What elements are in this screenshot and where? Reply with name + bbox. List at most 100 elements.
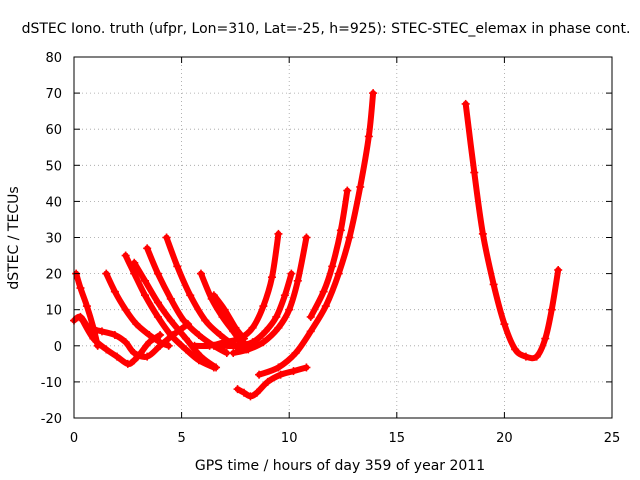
data-point xyxy=(263,377,272,386)
data-point xyxy=(166,294,175,303)
data-point xyxy=(289,367,298,376)
data-point xyxy=(541,334,550,343)
data-point xyxy=(220,305,229,314)
data-point xyxy=(205,341,214,350)
grid xyxy=(74,57,612,418)
series-11 xyxy=(233,363,311,401)
data-point xyxy=(181,345,190,354)
data-point xyxy=(470,168,479,177)
data-point xyxy=(121,305,130,314)
series-17 xyxy=(461,99,563,362)
series-15 xyxy=(255,89,378,379)
x-axis-label: GPS time / hours of day 359 of year 2011 xyxy=(195,458,485,474)
y-tick-label: 10 xyxy=(45,304,62,319)
data-point xyxy=(231,323,240,332)
data-point xyxy=(123,359,132,368)
data-point xyxy=(102,345,111,354)
data-point xyxy=(132,320,141,329)
series-6 xyxy=(130,258,221,372)
series-4 xyxy=(102,269,173,350)
data-point xyxy=(356,182,365,191)
x-tick-label: 10 xyxy=(281,431,298,446)
chart-title: dSTEC Iono. truth (ufpr, Lon=310, Lat=-2… xyxy=(22,21,631,37)
data-point xyxy=(209,291,218,300)
series-13 xyxy=(218,269,296,350)
data-point xyxy=(130,258,139,267)
data-point xyxy=(276,370,285,379)
series-14 xyxy=(229,233,311,358)
data-point xyxy=(130,269,139,278)
data-point xyxy=(130,356,139,365)
y-tick-label: -20 xyxy=(41,412,62,427)
data-point xyxy=(306,327,315,336)
data-point xyxy=(110,287,119,296)
x-tick-labels: 0 5 10 15 20 25 xyxy=(70,431,620,446)
data-point xyxy=(272,312,281,321)
data-point xyxy=(364,132,373,141)
x-tick-label: 15 xyxy=(389,431,406,446)
data-point xyxy=(179,316,188,325)
data-point xyxy=(78,316,87,325)
data-point xyxy=(102,269,111,278)
data-point xyxy=(141,291,150,300)
series-line xyxy=(122,252,217,371)
data-point xyxy=(153,269,162,278)
data-point xyxy=(259,338,268,347)
x-tick-label: 0 xyxy=(70,431,78,446)
data-point xyxy=(532,352,541,361)
data-point xyxy=(248,323,257,332)
data-point xyxy=(500,320,509,329)
data-point xyxy=(461,99,470,108)
data-point xyxy=(369,89,378,98)
data-point xyxy=(521,352,530,361)
data-series xyxy=(70,89,563,401)
data-point xyxy=(261,327,270,336)
data-point xyxy=(287,269,296,278)
series-3 xyxy=(78,316,165,368)
data-point xyxy=(259,302,268,311)
data-point xyxy=(343,186,352,195)
data-point xyxy=(229,349,238,358)
y-tick-label: 60 xyxy=(45,123,62,138)
data-point xyxy=(186,291,195,300)
data-point xyxy=(280,291,289,300)
data-point xyxy=(321,302,330,311)
data-point xyxy=(153,298,162,307)
data-point xyxy=(246,392,255,401)
x-tick-label: 25 xyxy=(604,431,621,446)
data-point xyxy=(194,330,203,339)
y-tick-labels: -20 -10 0 10 20 30 40 50 60 70 80 xyxy=(41,51,62,427)
data-point xyxy=(274,363,283,372)
y-tick-label: -10 xyxy=(41,376,62,391)
data-point xyxy=(334,269,343,278)
data-point xyxy=(166,316,175,325)
data-point xyxy=(478,229,487,238)
data-point xyxy=(240,388,249,397)
data-point xyxy=(336,226,345,235)
data-point xyxy=(218,341,227,350)
data-point xyxy=(141,276,150,285)
data-point xyxy=(143,244,152,253)
data-point xyxy=(274,229,283,238)
data-point xyxy=(166,330,175,339)
data-point xyxy=(173,262,182,271)
data-point xyxy=(181,334,190,343)
data-point xyxy=(156,338,165,347)
y-tick-label: 0 xyxy=(54,340,62,355)
data-point xyxy=(156,330,165,339)
data-point xyxy=(201,316,210,325)
data-point xyxy=(196,352,205,361)
data-point xyxy=(153,312,162,321)
series-line xyxy=(256,90,377,378)
data-point xyxy=(306,312,315,321)
data-point xyxy=(143,352,152,361)
y-axis-label: dSTEC / TECUs xyxy=(6,186,22,289)
data-point xyxy=(293,276,302,285)
data-point xyxy=(285,305,294,314)
y-tick-label: 40 xyxy=(45,195,62,210)
data-point xyxy=(164,341,173,350)
data-point xyxy=(267,273,276,282)
data-point xyxy=(113,352,122,361)
data-point xyxy=(235,334,244,343)
